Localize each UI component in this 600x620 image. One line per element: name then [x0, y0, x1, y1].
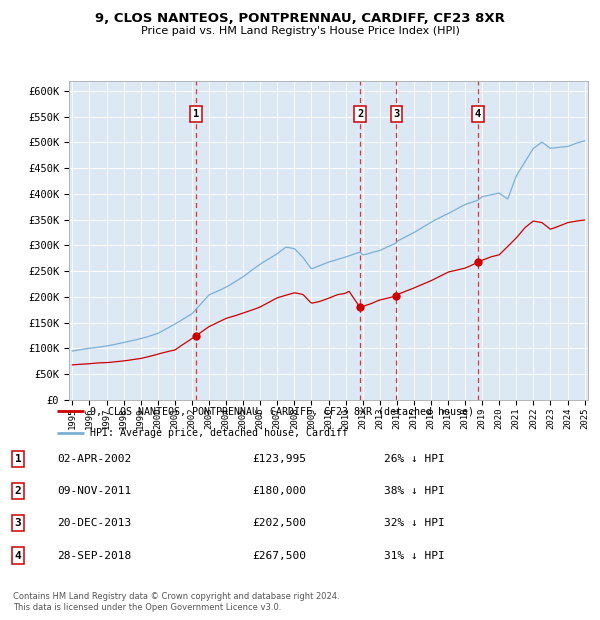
Text: 20-DEC-2013: 20-DEC-2013	[57, 518, 131, 528]
Text: 26% ↓ HPI: 26% ↓ HPI	[384, 454, 445, 464]
Text: £202,500: £202,500	[252, 518, 306, 528]
Text: 2: 2	[14, 486, 22, 496]
Text: 1: 1	[193, 109, 199, 119]
Text: Price paid vs. HM Land Registry's House Price Index (HPI): Price paid vs. HM Land Registry's House …	[140, 26, 460, 36]
Text: 4: 4	[475, 109, 481, 119]
Text: 38% ↓ HPI: 38% ↓ HPI	[384, 486, 445, 496]
Text: 02-APR-2002: 02-APR-2002	[57, 454, 131, 464]
Text: £267,500: £267,500	[252, 551, 306, 560]
Text: £123,995: £123,995	[252, 454, 306, 464]
Text: 28-SEP-2018: 28-SEP-2018	[57, 551, 131, 560]
Text: 4: 4	[14, 551, 22, 560]
Text: £180,000: £180,000	[252, 486, 306, 496]
Text: 3: 3	[14, 518, 22, 528]
Text: 9, CLOS NANTEOS, PONTPRENNAU, CARDIFF, CF23 8XR (detached house): 9, CLOS NANTEOS, PONTPRENNAU, CARDIFF, C…	[89, 406, 473, 416]
Text: 31% ↓ HPI: 31% ↓ HPI	[384, 551, 445, 560]
Text: 3: 3	[393, 109, 400, 119]
Text: 2: 2	[357, 109, 363, 119]
Text: HPI: Average price, detached house, Cardiff: HPI: Average price, detached house, Card…	[89, 428, 347, 438]
Text: 09-NOV-2011: 09-NOV-2011	[57, 486, 131, 496]
Text: 1: 1	[14, 454, 22, 464]
Text: Contains HM Land Registry data © Crown copyright and database right 2024.
This d: Contains HM Land Registry data © Crown c…	[13, 592, 340, 611]
Text: 9, CLOS NANTEOS, PONTPRENNAU, CARDIFF, CF23 8XR: 9, CLOS NANTEOS, PONTPRENNAU, CARDIFF, C…	[95, 12, 505, 25]
Text: 32% ↓ HPI: 32% ↓ HPI	[384, 518, 445, 528]
